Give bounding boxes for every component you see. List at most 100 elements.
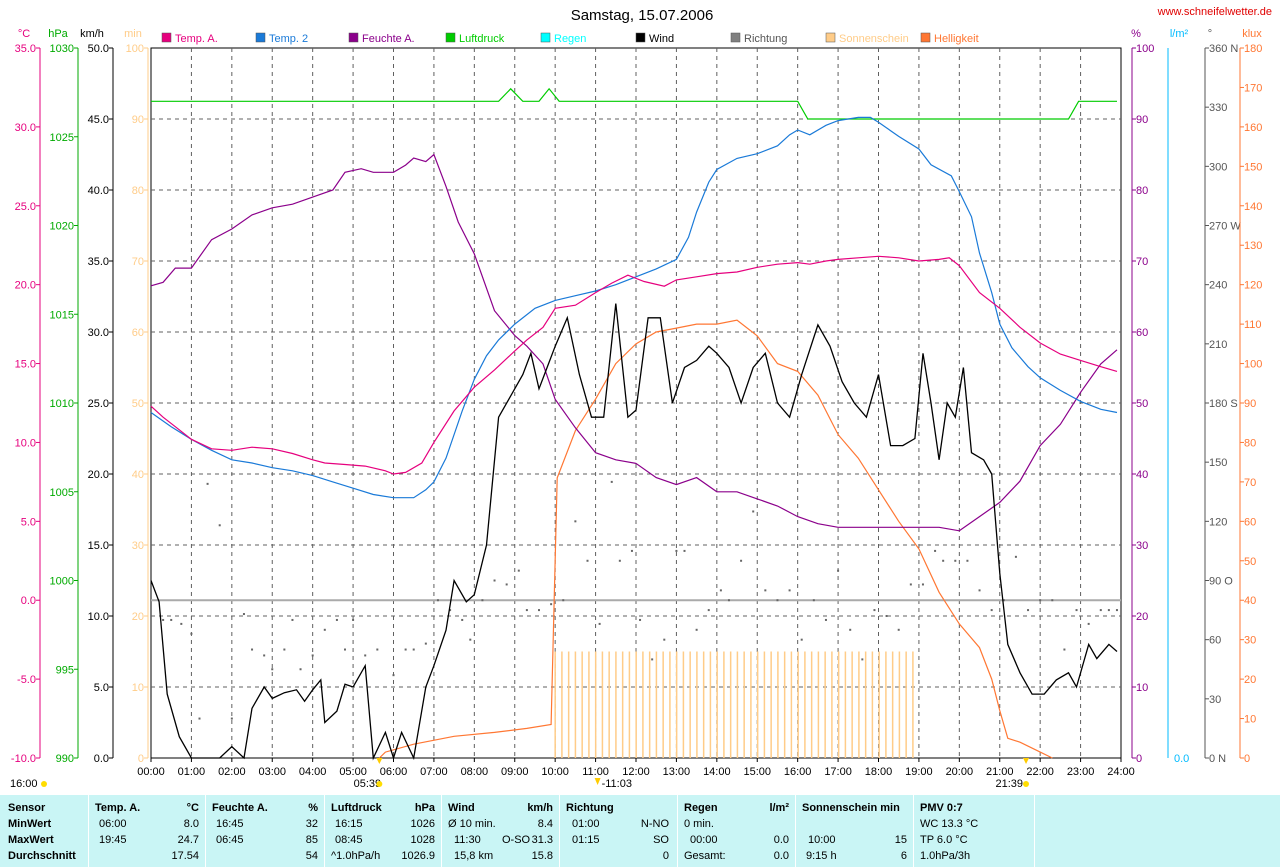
stats-sonne: Sonnenschein min 10:00 15 9:15 h 6	[796, 795, 913, 867]
time-label: 23:00	[1067, 766, 1095, 778]
direction-point	[897, 628, 900, 631]
direction-point	[562, 599, 565, 602]
wind-row2-value: 31.3	[531, 834, 553, 846]
time-label: 08:00	[461, 766, 489, 778]
unit-right-3: klux	[1242, 28, 1262, 40]
direction-point	[449, 609, 452, 612]
hpa-axis-label: 1005	[50, 487, 74, 499]
direction-point	[727, 599, 730, 602]
direction-point	[461, 618, 464, 621]
percent-axis-label: 40	[1136, 469, 1148, 481]
time-label: 09:00	[501, 766, 529, 778]
time-markers: 16:00 05:39 -11:03 21:39	[10, 758, 1030, 790]
sunrise-label: 05:39	[354, 778, 382, 790]
stats-panel: Sensor MinWert MaxWert Durchschnitt Temp…	[0, 795, 1280, 867]
pmv-header: PMV 0:7	[920, 802, 963, 814]
klux-axis-label: 180	[1244, 43, 1262, 55]
direction-point	[404, 648, 407, 651]
klux-axis-label: 110	[1244, 319, 1262, 331]
direction-point	[311, 654, 314, 657]
klux-axis-label: 30	[1244, 635, 1256, 647]
direction-point	[990, 609, 993, 612]
legend-swatch-feuchte	[348, 32, 359, 43]
direction-point	[683, 549, 686, 552]
luftdruck-min-time: 16:15	[335, 818, 363, 830]
luftdruck-max-time: 08:45	[335, 834, 363, 846]
unit-right-0: %	[1131, 28, 1141, 40]
time-label: 13:00	[663, 766, 691, 778]
regen-header: Regen	[684, 802, 718, 814]
legend-label-luftdruck: Luftdruck	[459, 33, 505, 45]
direction-point	[190, 632, 193, 635]
legend-label-helligkeit: Helligkeit	[934, 33, 979, 45]
unit-left-0: °C	[18, 28, 30, 40]
kmh-axis-label: 10.0	[88, 611, 109, 623]
direction-point	[788, 589, 791, 592]
time-label: 18:00	[865, 766, 893, 778]
direction-point	[538, 609, 540, 612]
celsius-axis-label: 25.0	[15, 201, 36, 213]
direction-axis-label: 240	[1209, 280, 1227, 292]
klux-axis-label: 40	[1244, 595, 1256, 607]
kmh-axis-label: 40.0	[88, 185, 109, 197]
time-label: 16:00	[784, 766, 812, 778]
direction-point	[230, 717, 233, 720]
direction-point	[170, 618, 173, 621]
min-axis-label: 10	[132, 682, 144, 694]
klux-axis-label: 10	[1244, 714, 1256, 726]
time-label: 00:00	[137, 766, 165, 778]
regen-row2-time: 00:00	[690, 834, 718, 846]
direction-point	[598, 622, 601, 625]
direction-point	[505, 583, 508, 586]
legend: Temp. A. Temp. 2 Feuchte A. Luftdruck Regen W…	[161, 32, 979, 45]
celsius-axis-label: 35.0	[15, 43, 36, 55]
wind-row3-value: 15.8	[531, 850, 553, 862]
hpa-axis-label: 1020	[50, 221, 74, 233]
wind-row2-dir: O-SO	[502, 834, 531, 846]
time-label: 07:00	[420, 766, 448, 778]
celsius-axis-label: 10.0	[15, 437, 36, 449]
richtung-row2-time: 01:15	[572, 834, 600, 846]
min-axis-label: 20	[132, 611, 144, 623]
sunrise-icon	[376, 781, 383, 787]
direction-point	[335, 618, 338, 621]
stats-luftdruck: Luftdruck hPa 16:15 1026 08:45 1028 ^1.0…	[325, 795, 441, 867]
direction-point	[837, 569, 840, 572]
direction-point	[978, 589, 981, 592]
direction-point	[934, 549, 937, 552]
hpa-axis-label: 1010	[50, 398, 74, 410]
direction-point	[586, 559, 589, 562]
series-temp-2	[150, 116, 1118, 499]
klux-axis-label: 170	[1244, 82, 1262, 94]
direction-point	[352, 618, 355, 621]
kmh-axis-label: 5.0	[94, 682, 109, 694]
series-feuchte-a	[150, 153, 1118, 532]
grid	[150, 47, 1122, 759]
legend-swatch-helligkeit	[920, 32, 931, 43]
direction-point	[800, 638, 803, 641]
regen-axis-label: 0.0	[1174, 753, 1189, 765]
site-link[interactable]: www.schneifelwetter.de	[1157, 6, 1272, 18]
row-label-min: MinWert	[8, 818, 52, 830]
celsius-axis-label: 0.0	[21, 595, 36, 607]
klux-axis-label: 100	[1244, 359, 1262, 371]
legend-swatch-regen	[540, 32, 551, 43]
min-axis-label: 0	[138, 753, 144, 765]
klux-axis-label: 20	[1244, 674, 1256, 686]
series-temp-a	[150, 255, 1118, 475]
direction-point	[752, 510, 755, 513]
direction-axis-label: 360 N	[1209, 43, 1238, 55]
direction-point	[954, 559, 957, 562]
sonne-row1-value: 15	[894, 834, 907, 846]
direction-point	[525, 609, 528, 612]
feuchte-min: 32	[305, 818, 318, 830]
direction-point	[942, 559, 945, 562]
sonne-row2-value: 6	[900, 850, 907, 862]
kmh-axis-label: 0.0	[94, 753, 109, 765]
klux-axis-label: 0	[1244, 753, 1250, 765]
wind-row1-value: 8.4	[537, 818, 553, 830]
series-helligkeit	[378, 319, 1053, 759]
row-label-sensor: Sensor	[8, 802, 46, 814]
legend-swatch-richtung	[730, 32, 741, 43]
luftdruck-unit: hPa	[414, 802, 435, 814]
